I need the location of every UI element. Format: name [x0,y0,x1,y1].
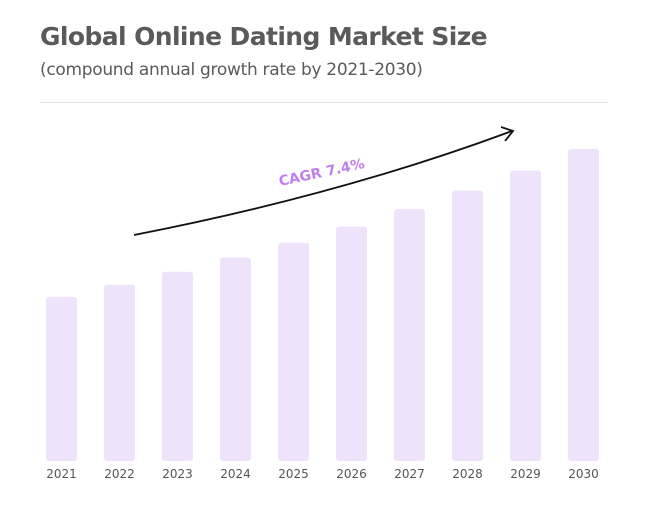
x-tick-label-2030: 2030 [568,467,599,481]
bar-2024 [220,257,251,461]
x-tick-label-2025: 2025 [278,467,309,481]
x-tick-label-2021: 2021 [46,467,77,481]
title-divider [40,102,608,103]
cagr-label: CAGR 7.4% [278,156,367,190]
bar-2030 [568,149,599,461]
bar-2028 [452,190,483,461]
bar-2021 [46,296,77,461]
bar-2026 [336,226,367,461]
x-tick-labels: 2021 2022 2023 2024 2025 2026 2027 2028 2029 2030 [46,467,599,481]
chart-title: Global Online Dating Market Size [40,22,488,51]
bar-2027 [394,209,425,461]
x-tick-label-2029: 2029 [510,467,541,481]
x-tick-label-2024: 2024 [220,467,251,481]
x-tick-label-2023: 2023 [162,467,193,481]
bar-2022 [104,284,135,461]
x-tick-label-2027: 2027 [394,467,425,481]
chart-subtitle: (compound annual growth rate by 2021-203… [40,60,423,80]
cagr-arrow [133,130,513,236]
x-tick-label-2022: 2022 [104,467,135,481]
bar-2029 [510,170,541,462]
bar-2025 [278,242,309,461]
x-tick-label-2028: 2028 [452,467,483,481]
arrowhead-icon [500,126,515,142]
bar-2023 [162,271,193,461]
x-tick-label-2026: 2026 [336,467,367,481]
bars-group [46,149,599,462]
